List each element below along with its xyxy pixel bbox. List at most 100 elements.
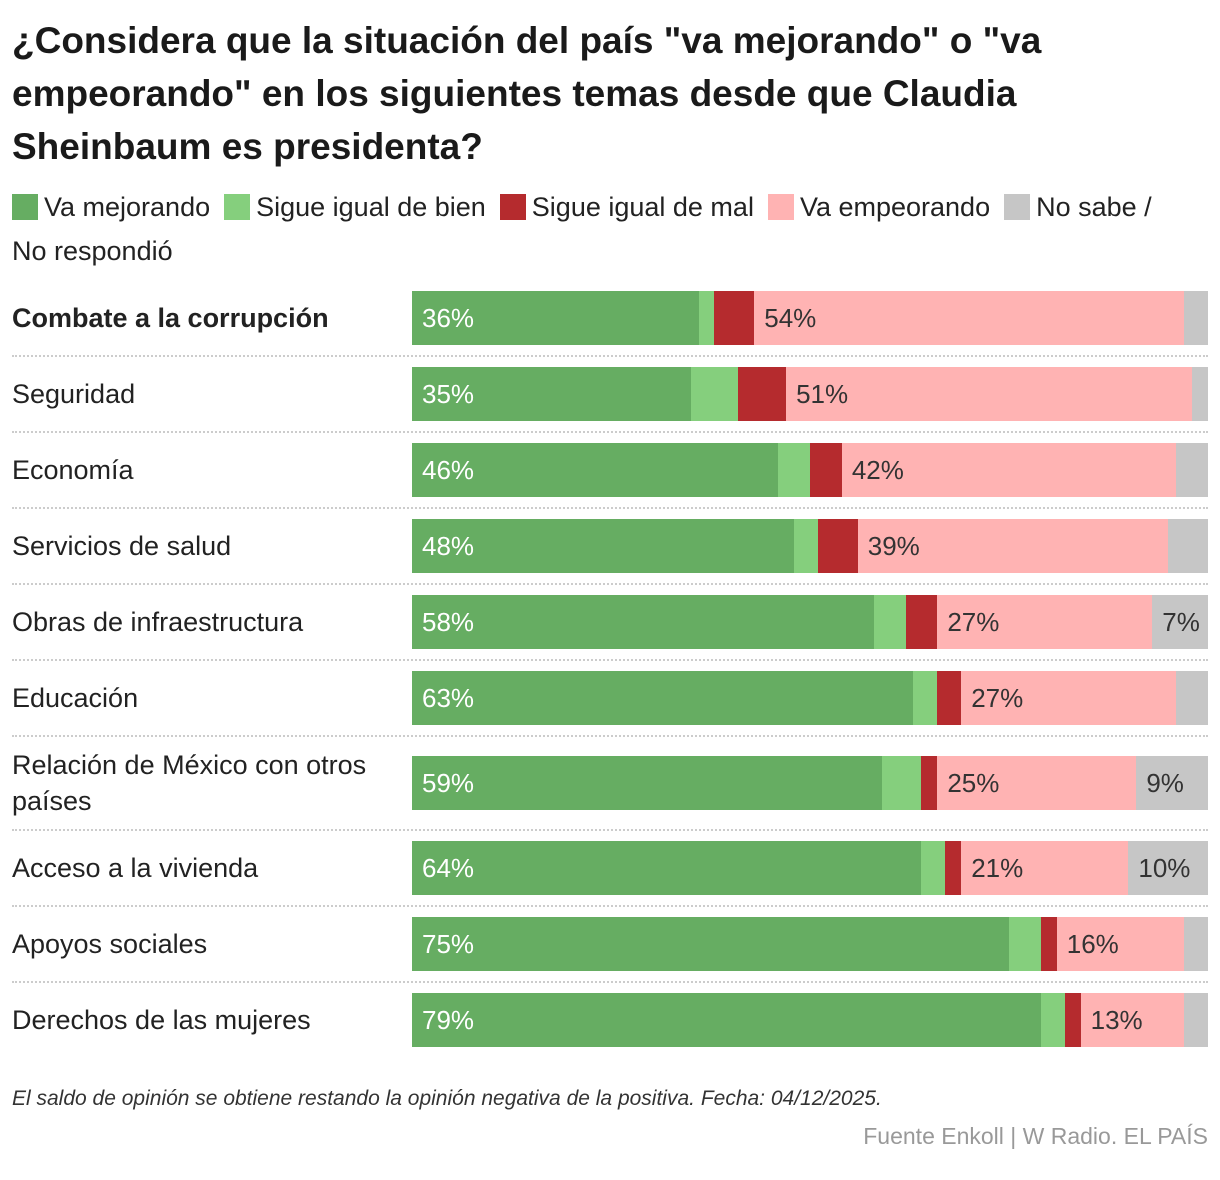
- legend-entry: Va empeorando: [767, 192, 991, 222]
- legend-entry: Va mejorando: [12, 192, 210, 222]
- bar-segment: 48%: [412, 519, 795, 573]
- category-label: Acceso a la vivienda: [12, 853, 259, 883]
- bar-segment: 51%: [786, 367, 1193, 421]
- plot: Combate a la corrupción 36% 54% Seguridad 35…: [12, 281, 1208, 1057]
- bar-segment: 35%: [412, 367, 691, 421]
- row: Educación 63% 27%: [12, 661, 1208, 737]
- bar-segment: 79%: [412, 993, 1041, 1047]
- row: Apoyos sociales 75% 16%: [12, 907, 1208, 983]
- legend-label: Sigue igual de bien: [256, 192, 486, 222]
- bar-track: 63% 27%: [412, 671, 1208, 725]
- bar-segment: [1184, 291, 1208, 345]
- legend-entry: Sigue igual de bien: [224, 192, 486, 222]
- bar-track: 75% 16%: [412, 917, 1208, 971]
- bar-segment: 75%: [412, 917, 1009, 971]
- category-label: Relación de México con otros países: [12, 750, 367, 816]
- bar-track: 46% 42%: [412, 443, 1208, 497]
- bar-segment: [945, 841, 962, 895]
- bar-segment: 42%: [841, 443, 1177, 497]
- chart: ¿Considera que la situación del país "va…: [12, 20, 1208, 1149]
- bar-segment: [738, 367, 787, 421]
- bar-segment: [913, 671, 938, 725]
- chart-title: ¿Considera que la situación del país "va…: [12, 20, 1042, 167]
- legend-swatch: [1004, 194, 1031, 220]
- category-label: Apoyos sociales: [12, 929, 208, 959]
- category-label: Obras de infraestructura: [12, 607, 304, 637]
- legend-entry: Sigue igual de mal: [499, 192, 754, 222]
- bar-segment: 64%: [412, 841, 922, 895]
- bar-segment: [881, 756, 922, 810]
- category-label: Combate a la corrupción: [12, 303, 329, 333]
- bar-track: 58% 27% 7%: [412, 595, 1208, 649]
- bar-segment: 16%: [1056, 917, 1185, 971]
- bar-segment: [1192, 367, 1208, 421]
- legend-entry: No sabe / No respondió: [12, 192, 1152, 266]
- bar-segment: [937, 671, 962, 725]
- source: Fuente Enkoll | W Radio. EL PAÍS: [863, 1123, 1208, 1149]
- bar-segment: [873, 595, 906, 649]
- bar-segment: [794, 519, 818, 573]
- bar-segment: 27%: [961, 671, 1177, 725]
- category-label: Derechos de las mujeres: [12, 1005, 311, 1035]
- bar-segment: [817, 519, 858, 573]
- bar-segment: 46%: [412, 443, 779, 497]
- legend-swatch: [767, 194, 794, 220]
- bar-segment: 54%: [754, 291, 1185, 345]
- bar-track: 48% 39%: [412, 519, 1208, 573]
- bar-segment: [809, 443, 842, 497]
- bar-segment: [1064, 993, 1081, 1047]
- bar-segment: [778, 443, 810, 497]
- row: Seguridad 35% 51%: [12, 357, 1208, 433]
- legend-swatch: [12, 194, 38, 220]
- row: Relación de México con otros países 59% 25…: [12, 737, 1208, 831]
- bar-segment: [1184, 917, 1208, 971]
- row: Obras de infraestructura 58% 27% 7%: [12, 585, 1208, 661]
- bar-segment: [1040, 917, 1057, 971]
- bar-segment: [1168, 519, 1208, 573]
- row: Combate a la corrupción 36% 54%: [12, 281, 1208, 357]
- bar-segment: 63%: [412, 671, 914, 725]
- bar-segment: [1176, 671, 1208, 725]
- bar-segment: [698, 291, 715, 345]
- category-label: Seguridad: [12, 379, 136, 409]
- bar-segment: [1009, 917, 1041, 971]
- legend-label: No sabe / No respondió: [12, 192, 1152, 266]
- category-label: Servicios de salud: [12, 531, 232, 561]
- category-label: Economía: [12, 455, 134, 485]
- legend-label: Sigue igual de mal: [531, 192, 754, 222]
- bar-segment: 9%: [1136, 756, 1208, 810]
- legend-swatch: [224, 194, 251, 220]
- bar-segment: [714, 291, 755, 345]
- bar-segment: [1184, 993, 1208, 1047]
- legend-label: Va mejorando: [44, 192, 211, 222]
- bar-track: 79% 13%: [412, 993, 1208, 1047]
- legend: Va mejorando Sigue igual de bien Sigue igu…: [12, 185, 1182, 273]
- bar-segment: 13%: [1080, 993, 1185, 1047]
- bar-segment: 27%: [937, 595, 1153, 649]
- bar-segment: [690, 367, 739, 421]
- bar-segment: [921, 841, 946, 895]
- bar-segment: 25%: [937, 756, 1137, 810]
- bar-segment: 58%: [412, 595, 874, 649]
- bar-track: 35% 51%: [412, 367, 1208, 421]
- note: El saldo de opinión se obtiene restando …: [12, 1087, 882, 1110]
- bar-segment: 59%: [412, 756, 882, 810]
- category-label: Educación: [12, 683, 139, 713]
- legend-swatch: [499, 194, 526, 220]
- bar-track: 36% 54%: [412, 291, 1208, 345]
- bar-segment: [905, 595, 938, 649]
- row: Servicios de salud 48% 39%: [12, 509, 1208, 585]
- bar-segment: 7%: [1152, 595, 1208, 649]
- row: Derechos de las mujeres 79% 13%: [12, 983, 1208, 1057]
- bar-segment: [1040, 993, 1065, 1047]
- bar-segment: [921, 756, 938, 810]
- bar-segment: 10%: [1128, 841, 1208, 895]
- row: Economía 46% 42%: [12, 433, 1208, 509]
- bar-track: 64% 21% 10%: [412, 841, 1208, 895]
- bar-segment: 39%: [857, 519, 1169, 573]
- row: Acceso a la vivienda 64% 21% 10%: [12, 831, 1208, 907]
- bar-segment: 36%: [412, 291, 699, 345]
- legend-label: Va empeorando: [799, 192, 991, 222]
- bar-track: 59% 25% 9%: [412, 756, 1208, 810]
- bar-segment: 21%: [961, 841, 1129, 895]
